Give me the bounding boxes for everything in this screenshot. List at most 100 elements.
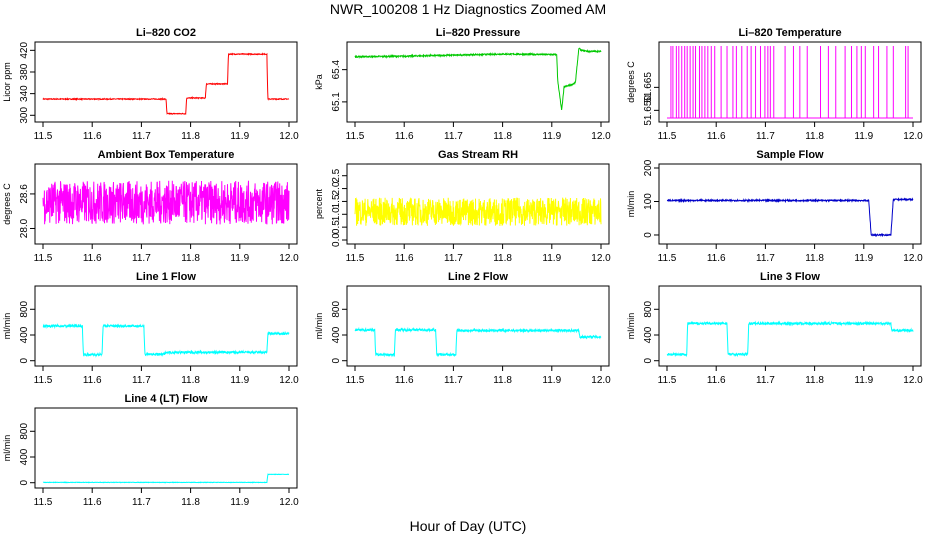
y-tick-label: 0 (643, 232, 654, 238)
x-tick-label: 12.0 (279, 131, 299, 142)
x-tick-label: 11.6 (83, 375, 102, 386)
y-axis-label: ml/min (2, 313, 12, 340)
y-tick-label: 400 (19, 326, 30, 343)
y-axis-label: ml/min (626, 191, 636, 218)
x-tick-label: 11.6 (707, 375, 726, 386)
panel-title: Li–820 Pressure (436, 27, 520, 39)
x-tick-label: 12.0 (279, 375, 299, 386)
series-line (354, 326, 602, 358)
x-tick-label: 11.8 (493, 375, 512, 386)
x-tick-label: 11.7 (756, 375, 775, 386)
panel-frame (34, 41, 298, 123)
x-tick-label: 11.6 (83, 131, 102, 142)
y-tick-label: 200 (643, 159, 654, 176)
panel-frame (346, 285, 610, 367)
y-tick-label: 800 (331, 301, 342, 318)
x-tick-label: 11.9 (230, 375, 249, 386)
panel-frame (34, 163, 298, 245)
x-tick-label: 11.8 (181, 375, 200, 386)
x-tick-label: 11.8 (181, 497, 200, 508)
x-tick-label: 11.7 (756, 131, 775, 142)
x-tick-label: 11.9 (854, 253, 873, 264)
x-axis-label: Hour of Day (UTC) (409, 518, 527, 534)
x-tick-label: 11.6 (395, 375, 414, 386)
y-tick-label: 400 (331, 326, 342, 343)
panel-title: Line 4 (LT) Flow (125, 393, 208, 405)
x-tick-label: 12.0 (591, 253, 611, 264)
y-tick-label: 300 (19, 107, 30, 124)
x-tick-label: 11.5 (346, 375, 365, 386)
panel-4: Ambient Box Temperature degrees C 11.5 11.6… (2, 149, 299, 264)
y-tick-label: 800 (643, 301, 654, 318)
x-tick-label: 11.9 (542, 131, 561, 142)
y-tick-label: 2.0 (331, 181, 342, 195)
panel-title: Ambient Box Temperature (98, 149, 235, 161)
x-tick-label: 11.7 (444, 253, 463, 264)
y-tick-label: 0 (331, 357, 342, 363)
series-line (42, 52, 290, 116)
panel-2: Li–820 Pressure kPa 11.5 11.6 11.7 11.8 11.9 12… (314, 27, 611, 142)
series-line (42, 322, 290, 358)
y-tick-label: 100 (643, 193, 654, 210)
x-tick-label: 11.8 (805, 253, 824, 264)
panel-7: Line 1 Flow ml/min 11.5 11.6 11.7 11.8 11.9 12.… (2, 271, 299, 386)
panel-frame (346, 41, 610, 123)
y-tick-label: 800 (19, 301, 30, 318)
x-tick-label: 11.7 (132, 497, 151, 508)
x-tick-label: 11.5 (346, 131, 365, 142)
panel-frame (658, 163, 922, 245)
x-tick-label: 11.6 (707, 131, 726, 142)
x-tick-label: 11.6 (395, 131, 414, 142)
x-tick-label: 11.9 (854, 131, 873, 142)
y-axis-label: degrees C (2, 183, 12, 225)
y-axis-label: ml/min (2, 435, 12, 462)
y-tick-label: 28.6 (19, 184, 30, 204)
x-tick-label: 11.9 (854, 375, 873, 386)
x-tick-label: 12.0 (279, 497, 299, 508)
y-axis-label: kPa (314, 74, 324, 90)
y-axis-label: Licor ppm (2, 62, 12, 102)
x-tick-label: 11.9 (230, 253, 249, 264)
panel-frame (658, 41, 922, 123)
y-tick-label: 340 (19, 85, 30, 102)
x-tick-label: 11.8 (493, 253, 512, 264)
y-axis-label: degrees C (626, 61, 636, 103)
panel-title: Li–820 CO2 (136, 27, 196, 39)
x-tick-label: 12.0 (591, 131, 611, 142)
x-tick-label: 12.0 (591, 375, 611, 386)
series-line (42, 180, 290, 225)
y-tick-label: 400 (643, 326, 654, 343)
series-line (666, 197, 914, 238)
x-tick-label: 11.7 (444, 131, 463, 142)
x-tick-label: 11.7 (132, 131, 151, 142)
panel-frame (658, 285, 922, 367)
y-axis-label: ml/min (626, 313, 636, 340)
y-axis-label: ml/min (314, 313, 324, 340)
y-tick-label: 800 (19, 423, 30, 440)
y-axis-label: percent (314, 188, 324, 219)
panel-frame (34, 407, 298, 489)
x-tick-label: 11.8 (805, 375, 824, 386)
panel-10: Line 4 (LT) Flow ml/min 11.5 11.6 11.7 11.8 11… (2, 393, 299, 508)
x-tick-label: 12.0 (903, 375, 923, 386)
y-tick-label: 65.4 (331, 59, 342, 79)
x-tick-label: 11.8 (181, 253, 200, 264)
x-tick-label: 11.7 (132, 375, 151, 386)
y-tick-label: 1.5 (331, 194, 342, 208)
x-tick-label: 11.5 (658, 131, 677, 142)
x-tick-label: 12.0 (903, 131, 923, 142)
x-tick-label: 11.9 (230, 131, 249, 142)
x-tick-label: 11.7 (444, 375, 463, 386)
y-tick-label: 2.5 (331, 168, 342, 182)
panel-title: Line 1 Flow (136, 271, 196, 283)
y-tick-label: 51.665 (643, 72, 654, 103)
x-tick-label: 11.9 (230, 497, 249, 508)
x-tick-label: 11.8 (805, 131, 824, 142)
panel-8: Line 2 Flow ml/min 11.5 11.6 11.7 11.8 11.9 12.… (314, 271, 611, 386)
x-tick-label: 12.0 (903, 253, 923, 264)
y-tick-label: 0 (19, 479, 30, 485)
panel-6: Sample Flow ml/min 11.5 11.6 11.7 11.8 11.9 12.… (626, 149, 923, 264)
y-tick-label: 0 (643, 357, 654, 363)
panel-3: Li–820 Temperature degrees C 11.5 11.6 11.7 1… (626, 27, 923, 142)
